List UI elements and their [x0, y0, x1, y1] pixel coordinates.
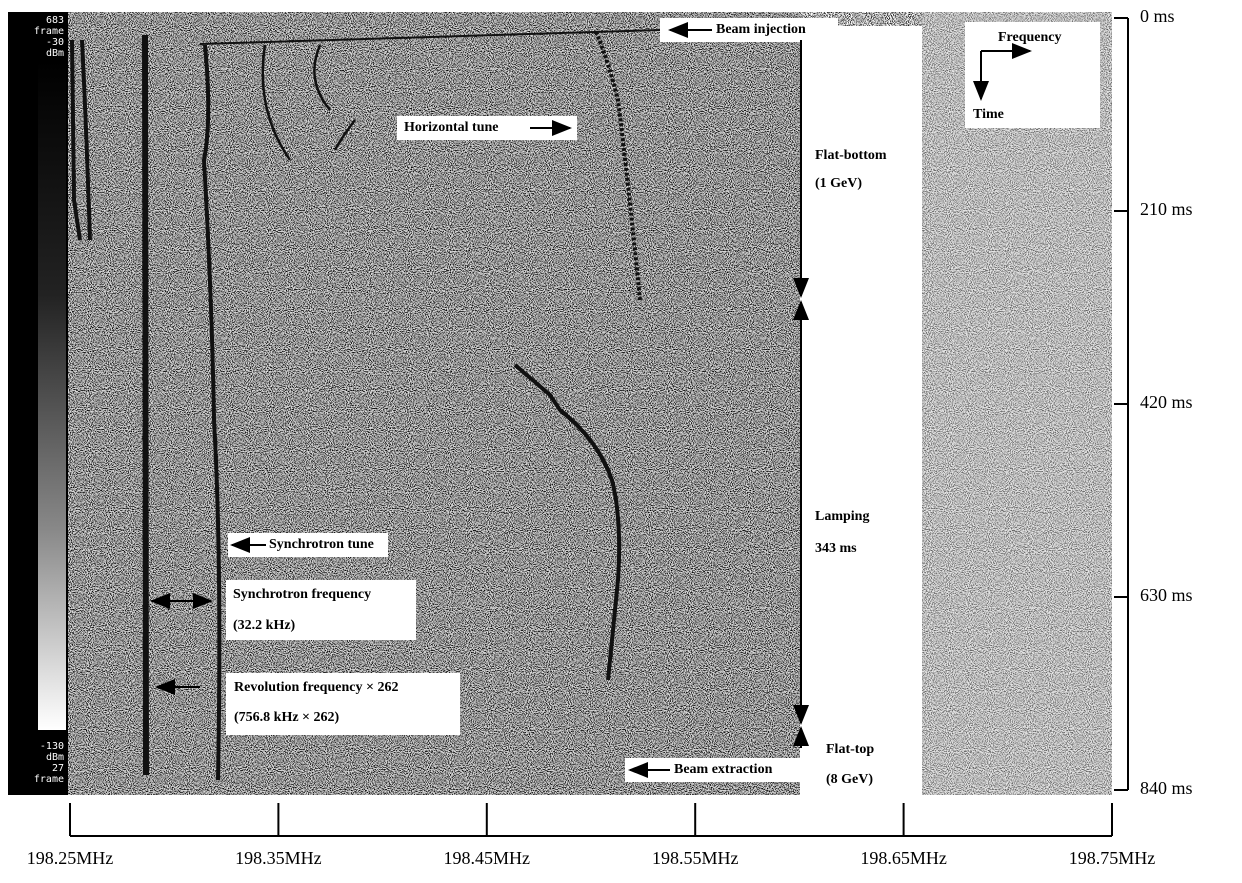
- annotation: Flat-top: [826, 742, 874, 757]
- annotation: Synchrotron tune: [269, 537, 374, 552]
- y-tick-label: 420 ms: [1140, 392, 1193, 412]
- spectrogram-noise: [68, 12, 800, 795]
- colorbar-label: 683: [46, 15, 64, 26]
- annotation: Lamping: [815, 509, 869, 524]
- colorbar: [38, 60, 66, 730]
- trace-early-lines: [261, 44, 357, 161]
- label-box: [226, 580, 416, 640]
- colorbar-label: frame: [34, 774, 64, 785]
- y-tick-label: 210 ms: [1140, 199, 1193, 219]
- colorbar-label: dBm: [46, 752, 64, 763]
- trace-horizontal-tune: [513, 363, 622, 681]
- x-tick-label: 198.35MHz: [235, 848, 322, 868]
- legend-label: Time: [973, 107, 1004, 122]
- trace-revolution: [142, 34, 149, 776]
- spectrogram-right-noise: [922, 12, 1112, 795]
- x-tick-label: 198.65MHz: [860, 848, 947, 868]
- trace-injection: [199, 29, 661, 45]
- annotation: (8 GeV): [826, 772, 873, 787]
- y-tick-label: 840 ms: [1140, 778, 1193, 798]
- x-tick-label: 198.25MHz: [27, 848, 114, 868]
- annotation: Revolution frequency × 262: [234, 680, 398, 695]
- annotation: (1 GeV): [815, 176, 862, 191]
- trace-horizontal-tune-early: [594, 31, 642, 301]
- colorbar-label: 27: [52, 763, 64, 774]
- label-box: [226, 673, 460, 735]
- colorbar-label: -30: [46, 37, 64, 48]
- colorbar-label: dBm: [46, 48, 64, 59]
- annotation: 343 ms: [815, 541, 857, 556]
- annotation: (756.8 kHz × 262): [234, 710, 340, 725]
- annotation-column: [800, 12, 922, 795]
- colorbar-label: -130: [40, 741, 64, 752]
- x-tick-label: 198.55MHz: [652, 848, 739, 868]
- x-tick-label: 198.45MHz: [444, 848, 531, 868]
- legend-box: [965, 22, 1100, 128]
- annotation: Beam injection: [716, 22, 806, 37]
- annotation: Beam extraction: [674, 762, 773, 777]
- annotation: (32.2 kHz): [233, 618, 296, 633]
- y-tick-label: 630 ms: [1140, 585, 1193, 605]
- legend-label: Frequency: [998, 30, 1062, 45]
- annotation: Horizontal tune: [404, 120, 499, 135]
- y-tick-label: 0 ms: [1140, 6, 1175, 26]
- annotation: Synchrotron frequency: [233, 587, 371, 602]
- trace-edge: [70, 39, 92, 241]
- trace-synchrotron: [201, 44, 222, 781]
- colorbar-label: frame: [34, 26, 64, 37]
- x-tick-label: 198.75MHz: [1069, 848, 1156, 868]
- annotation: Flat-bottom: [815, 148, 887, 163]
